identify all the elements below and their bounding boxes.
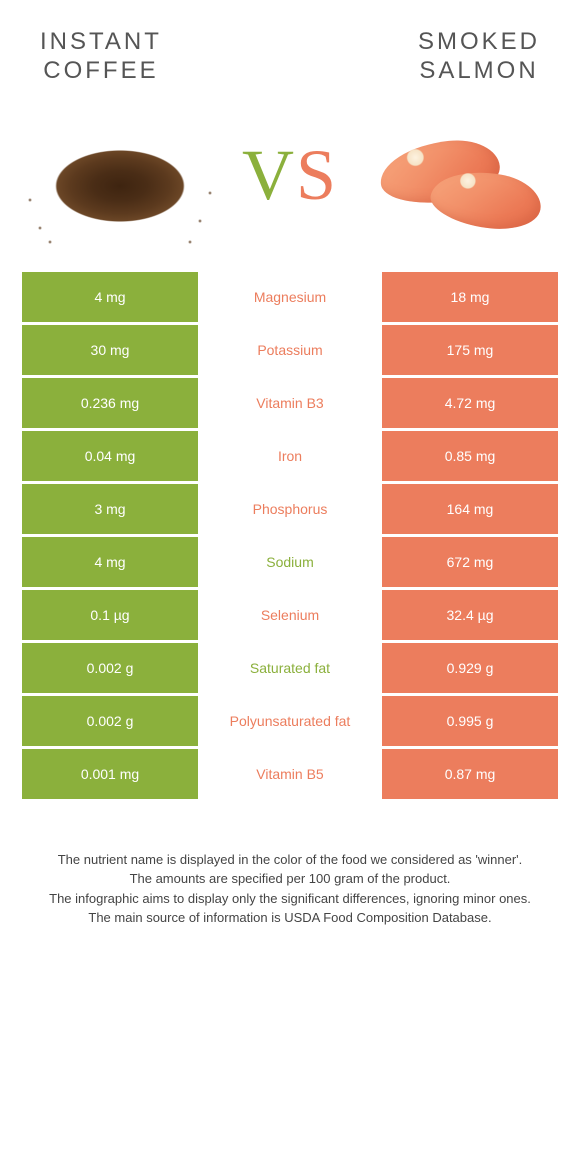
left-value: 4 mg	[22, 272, 198, 322]
nutrient-label: Sodium	[198, 537, 382, 587]
right-value: 0.929 g	[382, 643, 558, 693]
vs-label: VS	[242, 134, 338, 217]
table-row: 0.236 mgVitamin B34.72 mg	[22, 378, 558, 428]
table-row: 4 mgMagnesium18 mg	[22, 272, 558, 322]
right-value: 18 mg	[382, 272, 558, 322]
nutrient-label: Magnesium	[198, 272, 382, 322]
table-row: 0.1 µgSelenium32.4 µg	[22, 590, 558, 640]
left-value: 30 mg	[22, 325, 198, 375]
nutrient-label: Potassium	[198, 325, 382, 375]
footer-line-2: The amounts are specified per 100 gram o…	[24, 869, 556, 889]
coffee-image	[20, 96, 220, 256]
comparison-table: 4 mgMagnesium18 mg30 mgPotassium175 mg0.…	[0, 272, 580, 799]
left-value: 4 mg	[22, 537, 198, 587]
left-food-title-line2: COFFEE	[40, 57, 162, 86]
nutrient-label: Iron	[198, 431, 382, 481]
footer-line-1: The nutrient name is displayed in the co…	[24, 850, 556, 870]
table-row: 0.04 mgIron0.85 mg	[22, 431, 558, 481]
table-row: 4 mgSodium672 mg	[22, 537, 558, 587]
header: INSTANT COFFEE SMOKED SALMON	[0, 0, 580, 86]
right-value: 164 mg	[382, 484, 558, 534]
right-value: 0.85 mg	[382, 431, 558, 481]
vs-v: V	[242, 135, 296, 215]
table-row: 3 mgPhosphorus164 mg	[22, 484, 558, 534]
left-value: 0.002 g	[22, 696, 198, 746]
right-value: 0.87 mg	[382, 749, 558, 799]
right-value: 4.72 mg	[382, 378, 558, 428]
right-value: 0.995 g	[382, 696, 558, 746]
hero-row: VS	[0, 86, 580, 272]
left-value: 0.236 mg	[22, 378, 198, 428]
table-row: 30 mgPotassium175 mg	[22, 325, 558, 375]
left-value: 0.04 mg	[22, 431, 198, 481]
footer-line-4: The main source of information is USDA F…	[24, 908, 556, 928]
left-value: 0.002 g	[22, 643, 198, 693]
left-value: 0.1 µg	[22, 590, 198, 640]
right-value: 672 mg	[382, 537, 558, 587]
nutrient-label: Polyunsaturated fat	[198, 696, 382, 746]
right-food-title-line1: SMOKED	[418, 28, 540, 57]
right-value: 175 mg	[382, 325, 558, 375]
nutrient-label: Vitamin B5	[198, 749, 382, 799]
nutrient-label: Selenium	[198, 590, 382, 640]
salmon-image	[360, 96, 560, 256]
table-row: 0.001 mgVitamin B50.87 mg	[22, 749, 558, 799]
right-food-title-line2: SALMON	[418, 57, 540, 86]
left-value: 3 mg	[22, 484, 198, 534]
table-row: 0.002 gSaturated fat0.929 g	[22, 643, 558, 693]
right-food-title: SMOKED SALMON	[418, 28, 540, 86]
footer-line-3: The infographic aims to display only the…	[24, 889, 556, 909]
footer-notes: The nutrient name is displayed in the co…	[0, 802, 580, 968]
right-value: 32.4 µg	[382, 590, 558, 640]
left-value: 0.001 mg	[22, 749, 198, 799]
left-food-title-line1: INSTANT	[40, 28, 162, 57]
nutrient-label: Phosphorus	[198, 484, 382, 534]
vs-s: S	[296, 135, 338, 215]
nutrient-label: Saturated fat	[198, 643, 382, 693]
nutrient-label: Vitamin B3	[198, 378, 382, 428]
table-row: 0.002 gPolyunsaturated fat0.995 g	[22, 696, 558, 746]
left-food-title: INSTANT COFFEE	[40, 28, 162, 86]
